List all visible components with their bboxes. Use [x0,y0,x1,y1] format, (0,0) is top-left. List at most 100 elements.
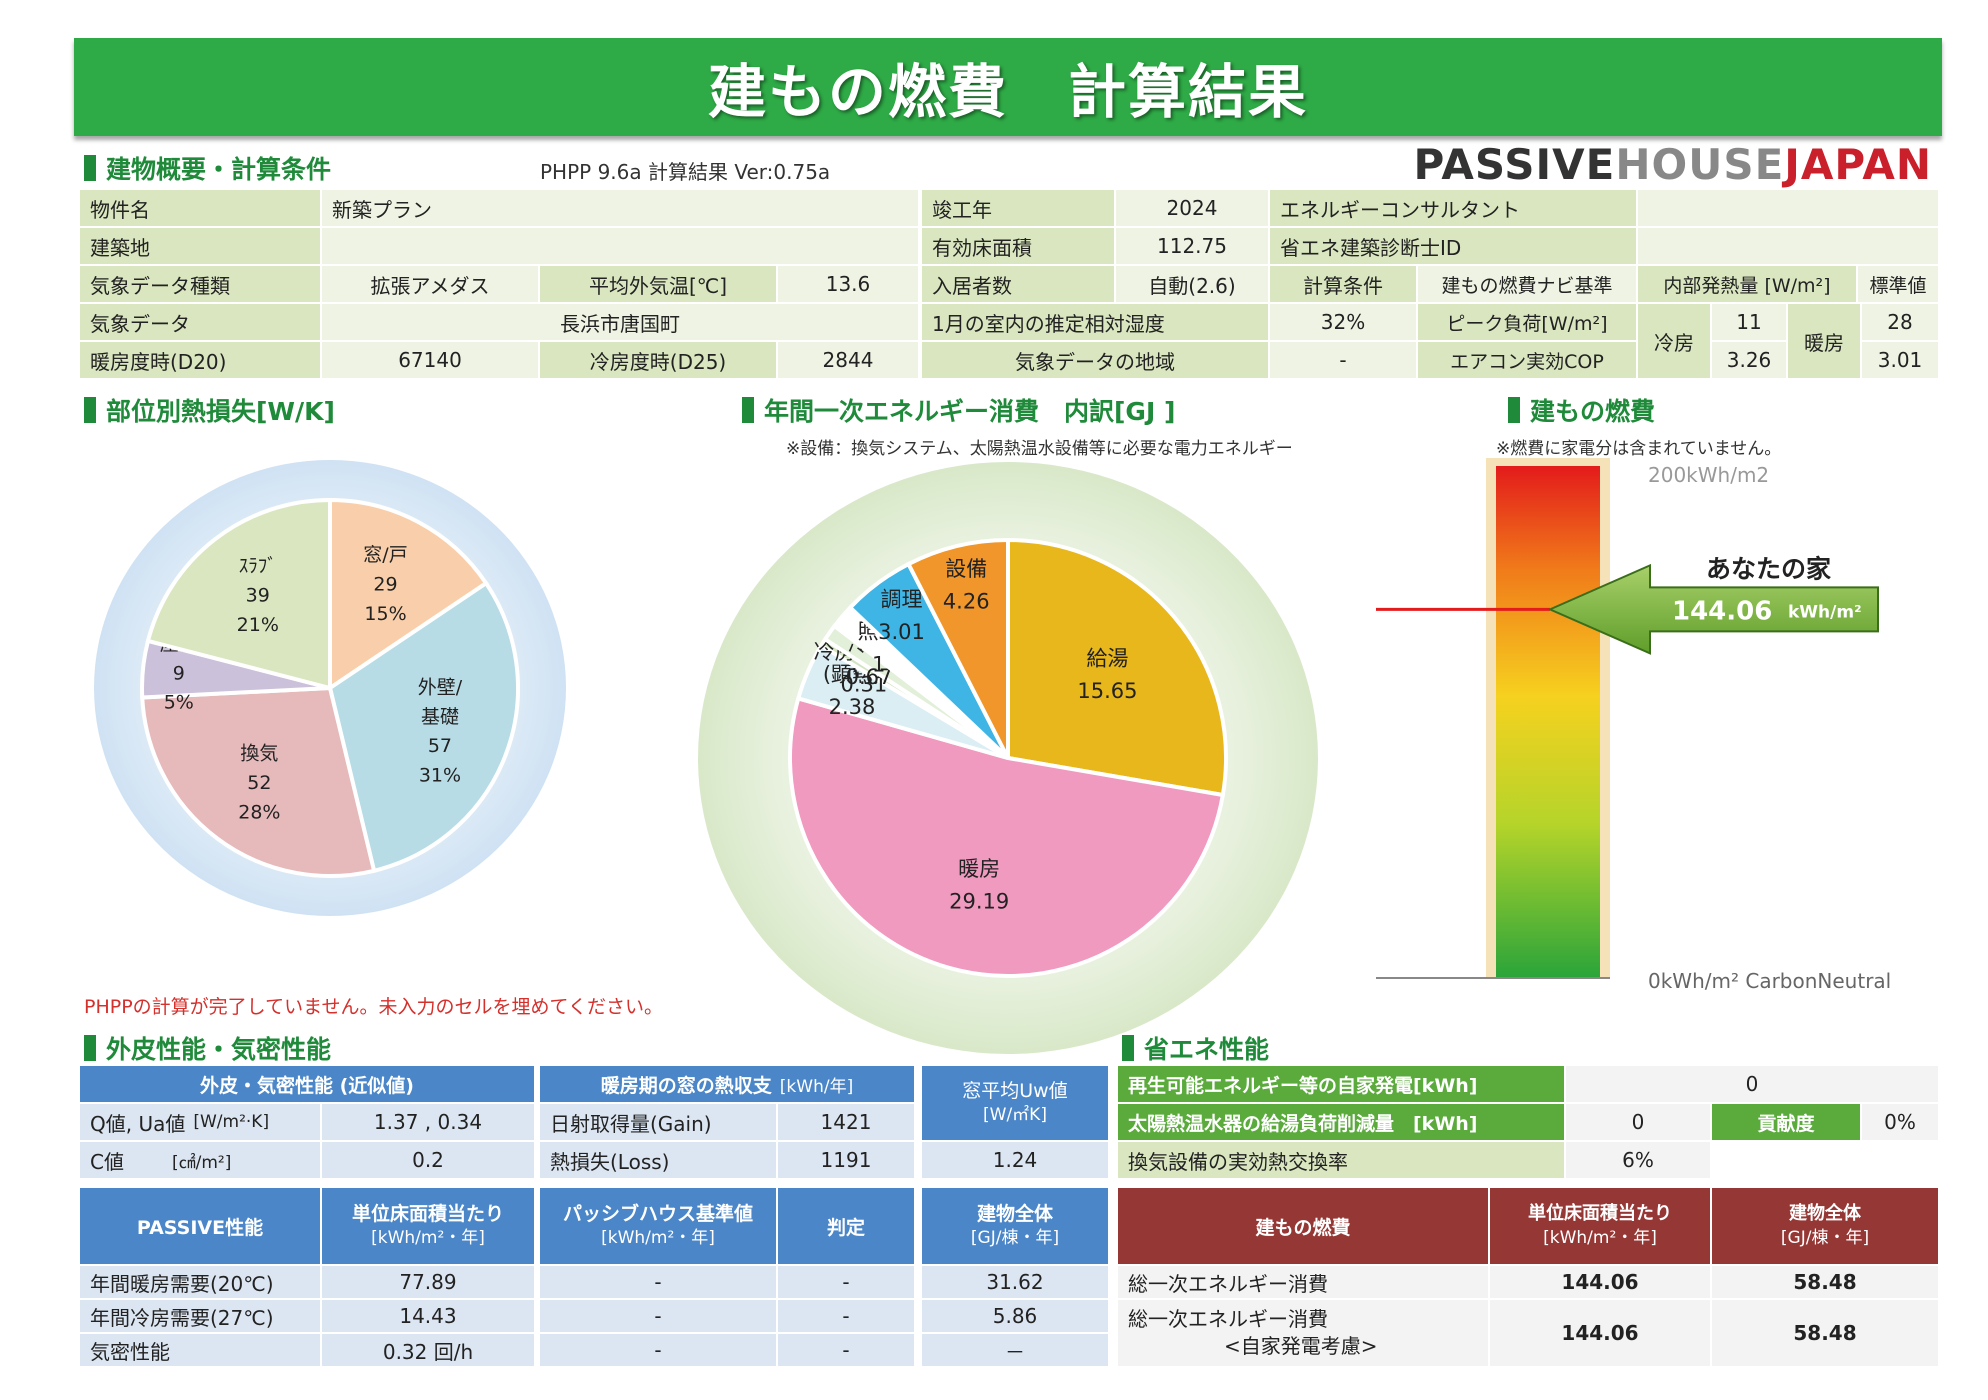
weather-data-value: 長浜市唐国町 [322,304,918,340]
uw-value: 1.24 [922,1142,1108,1178]
version-text: PHPP 9.6a 計算結果 Ver:0.75a [540,160,831,184]
your-home-marker: あなたの家 144.06 kWh/m² [1376,554,1879,655]
slice-percent: 28% [238,802,280,824]
slice-label: 給湯 [1086,646,1128,670]
weather-region-label: 気象データの地域 [922,342,1268,378]
passive-row-total: 31.62 [922,1266,1108,1298]
fuel-row2-total-value: 58.48 [1712,1300,1938,1366]
gauge-top-label: 200kWh/m2 [1648,463,1769,487]
pie-label-group: 窓/戸 29 15% [363,544,407,625]
overview-heading: 建物概要・計算条件 [84,150,331,186]
passive-row-label: 年間暖房需要(20℃) [80,1266,320,1298]
weather-data-label: 気象データ [80,304,320,340]
pie-slice-3 [327,580,520,874]
avg-temp-label: 平均外気温[℃] [540,266,776,302]
page-title: 建もの燃費 計算結果 [707,58,1308,126]
passive-row-standard: - [540,1334,776,1366]
slice-percent: 31% [419,765,461,787]
c-value: 0.2 [322,1142,534,1178]
passive-row-total: － [922,1334,1108,1366]
cop-label: エアコン実効COP [1418,342,1636,378]
vent-value: 6% [1566,1142,1710,1178]
pie-slice-6 [145,497,332,691]
slice-label: 基礎 [421,706,459,728]
envelope-header: 外皮・気密性能 (近似値) [80,1066,534,1102]
peak-cooling-value: 11 [1712,304,1786,340]
pie-label-group: 暖房 29.19 [949,857,1009,914]
completion-value: 2024 [1116,190,1268,226]
pie-label-group: (顕熱)2.38 [823,662,881,719]
your-home-value: 144.06 [1672,596,1772,626]
calc-cond-label: 計算条件 [1270,266,1416,302]
calc-warning: PHPPの計算が完了していません。未入力のセルを埋めてください。 [84,996,663,1018]
pie-slice-2 [787,695,1226,979]
heatloss-heading: 部位別熱損失[W/K] [84,392,335,428]
slice-label: 窓/戸 [363,544,407,566]
slice-label: 設備 [945,557,987,581]
shoene-heading: 省エネ性能 [1122,1030,1269,1066]
window-balance-header: 暖房期の窓の熱収支 [kWh/年] [540,1066,914,1102]
pie-label-group: 換気 52 28% [238,743,280,824]
renew-value: 0 [1566,1066,1938,1102]
slice-label: ｽﾗﾌﾞ [239,555,277,577]
fuel-row1-unit-value: 144.06 [1490,1266,1710,1298]
fuel-row1-total-value: 58.48 [1712,1266,1938,1298]
pie-label-group: 給湯 15.65 [1077,646,1137,703]
pie-slice-2 [328,497,489,692]
site-label: 建築地 [80,228,320,264]
slice-percent: 21% [237,614,279,636]
your-home-arrow [1547,563,1879,655]
gain-value: 1421 [778,1104,914,1140]
renew-label: 再生可能エネルギー等の自家発電[kWh] [1118,1066,1564,1102]
diag-id-value [1638,228,1938,264]
humidity-label: 1月の室内の推定相対湿度 [922,304,1268,340]
avg-temp-value: 13.6 [778,266,918,302]
uw-header: 窓平均Uw値 [W/㎡K] [922,1066,1108,1140]
slice-label: 換気 [240,743,278,765]
humidity-value: 32% [1270,304,1416,340]
passive-row-judge: - [778,1266,914,1298]
vent-label: 換気設備の実効熱交換率 [1118,1142,1564,1178]
slice-value: 29.19 [949,889,1009,913]
cop-cooling-value: 3.26 [1712,342,1786,378]
gauge-bottom-label: 0kWh/m² CarbonNeutral [1648,969,1890,993]
solar-value: 0 [1566,1104,1710,1140]
passive-row-unit-value: 0.32 回/h [322,1334,534,1366]
heating-dd-value: 67140 [322,342,538,378]
peak-label: ピーク負荷[W/m²] [1418,304,1636,340]
passive-row-judge: - [778,1334,914,1366]
slice-percent: 15% [364,603,406,625]
slice-percent: 5% [164,692,194,714]
slice-value: 57 [428,735,452,757]
slice-value: 1 [872,652,885,676]
pie-label-group: 調理 3.01 [878,587,925,644]
slice-value: 3.01 [878,620,925,644]
cooling-dd-value: 2844 [778,342,918,378]
pie-label-group: ｽﾗﾌﾞ 39 21% [237,555,279,636]
fuel-header-total: 建物全体 [GJ/棟・年] [1712,1188,1938,1264]
consultant-value [1638,190,1938,226]
consultant-label: エネルギーコンサルタント [1270,190,1636,226]
slice-value: 0.67 [846,665,893,689]
fuel-row2-unit-value: 144.06 [1490,1300,1710,1366]
fuel-note: ※燃費に家電分は含まれていません。 [1496,439,1782,459]
slice-value: 4.26 [943,590,990,614]
passive-header-standard: パッシブハウス基準値 [kWh/m²・年] [540,1188,776,1264]
contrib-value: 0% [1862,1104,1938,1140]
slice-value: 2.38 [829,695,876,719]
completion-label: 竣工年 [922,190,1114,226]
title-banner: 建もの燃費 計算結果 [74,38,1942,136]
passive-header: PASSIVE性能 [80,1188,320,1264]
gauge-bar [1496,466,1600,978]
fuel-header-unit-area: 単位床面積当たり [kWh/m²・年] [1490,1188,1710,1264]
peak-heating-value: 28 [1862,304,1938,340]
slice-label: 外壁/ [418,676,463,698]
site-value [322,228,918,264]
energy-heading: 年間一次エネルギー消費 内訳[GJ ] [742,392,1175,428]
slice-value: 9 [173,662,185,684]
passive-row-total: 5.86 [922,1300,1108,1332]
passive-header-total: 建物全体 [GJ/棟・年] [922,1188,1108,1264]
slice-value: 29 [373,574,397,596]
floor-area-value: 112.75 [1116,228,1268,264]
fuel-row2-label: 総一次エネルギー消費 <自家発電考慮> [1118,1300,1488,1366]
